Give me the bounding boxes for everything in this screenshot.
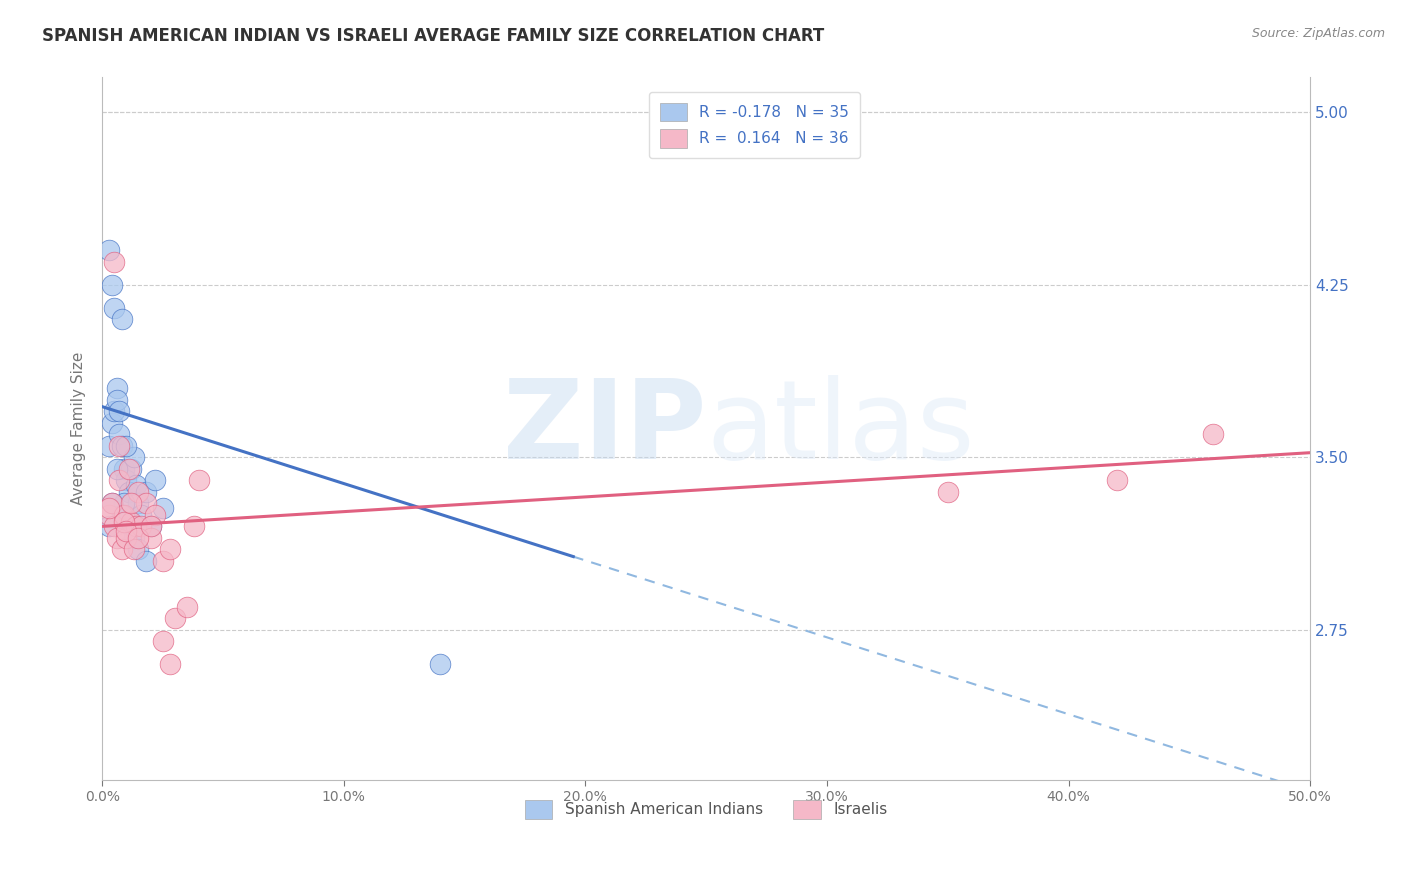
Point	[110, 508, 132, 522]
Point	[125, 478, 148, 492]
Point	[98, 439, 121, 453]
Point	[112, 496, 135, 510]
Point	[101, 277, 124, 292]
Point	[118, 462, 141, 476]
Point	[105, 392, 128, 407]
Point	[1202, 427, 1225, 442]
Point	[127, 496, 149, 510]
Point	[98, 500, 121, 515]
Legend: Spanish American Indians, Israelis: Spanish American Indians, Israelis	[519, 794, 893, 824]
Point	[183, 519, 205, 533]
Point	[936, 484, 959, 499]
Point	[152, 634, 174, 648]
Point	[105, 531, 128, 545]
Point	[112, 515, 135, 529]
Point	[110, 439, 132, 453]
Point	[120, 462, 142, 476]
Point	[122, 542, 145, 557]
Point	[152, 500, 174, 515]
Point	[127, 542, 149, 557]
Point	[127, 531, 149, 545]
Point	[429, 657, 451, 672]
Point	[143, 508, 166, 522]
Point	[112, 462, 135, 476]
Point	[108, 439, 131, 453]
Point	[98, 519, 121, 533]
Point	[120, 519, 142, 533]
Point	[120, 515, 142, 529]
Point	[108, 473, 131, 487]
Point	[143, 473, 166, 487]
Point	[139, 519, 162, 533]
Point	[110, 312, 132, 326]
Text: ZIP: ZIP	[503, 375, 706, 482]
Point	[101, 496, 124, 510]
Point	[135, 496, 157, 510]
Point	[122, 450, 145, 465]
Text: atlas: atlas	[706, 375, 974, 482]
Point	[115, 531, 138, 545]
Point	[152, 554, 174, 568]
Point	[103, 254, 125, 268]
Point	[105, 462, 128, 476]
Point	[98, 243, 121, 257]
Point	[98, 508, 121, 522]
Point	[159, 657, 181, 672]
Point	[110, 542, 132, 557]
Point	[122, 531, 145, 545]
Point	[129, 508, 152, 522]
Point	[108, 427, 131, 442]
Point	[163, 611, 186, 625]
Point	[139, 531, 162, 545]
Point	[127, 484, 149, 499]
Point	[115, 473, 138, 487]
Point	[101, 496, 124, 510]
Point	[1105, 473, 1128, 487]
Point	[187, 473, 209, 487]
Point	[118, 484, 141, 499]
Text: Source: ZipAtlas.com: Source: ZipAtlas.com	[1251, 27, 1385, 40]
Y-axis label: Average Family Size: Average Family Size	[72, 351, 86, 505]
Point	[120, 496, 142, 510]
Point	[108, 404, 131, 418]
Point	[101, 416, 124, 430]
Point	[115, 439, 138, 453]
Point	[103, 301, 125, 315]
Point	[135, 554, 157, 568]
Point	[103, 519, 125, 533]
Point	[159, 542, 181, 557]
Point	[125, 519, 148, 533]
Point	[105, 381, 128, 395]
Point	[139, 519, 162, 533]
Point	[176, 599, 198, 614]
Point	[103, 404, 125, 418]
Text: SPANISH AMERICAN INDIAN VS ISRAELI AVERAGE FAMILY SIZE CORRELATION CHART: SPANISH AMERICAN INDIAN VS ISRAELI AVERA…	[42, 27, 824, 45]
Point	[112, 508, 135, 522]
Point	[135, 484, 157, 499]
Point	[115, 524, 138, 538]
Point	[129, 519, 152, 533]
